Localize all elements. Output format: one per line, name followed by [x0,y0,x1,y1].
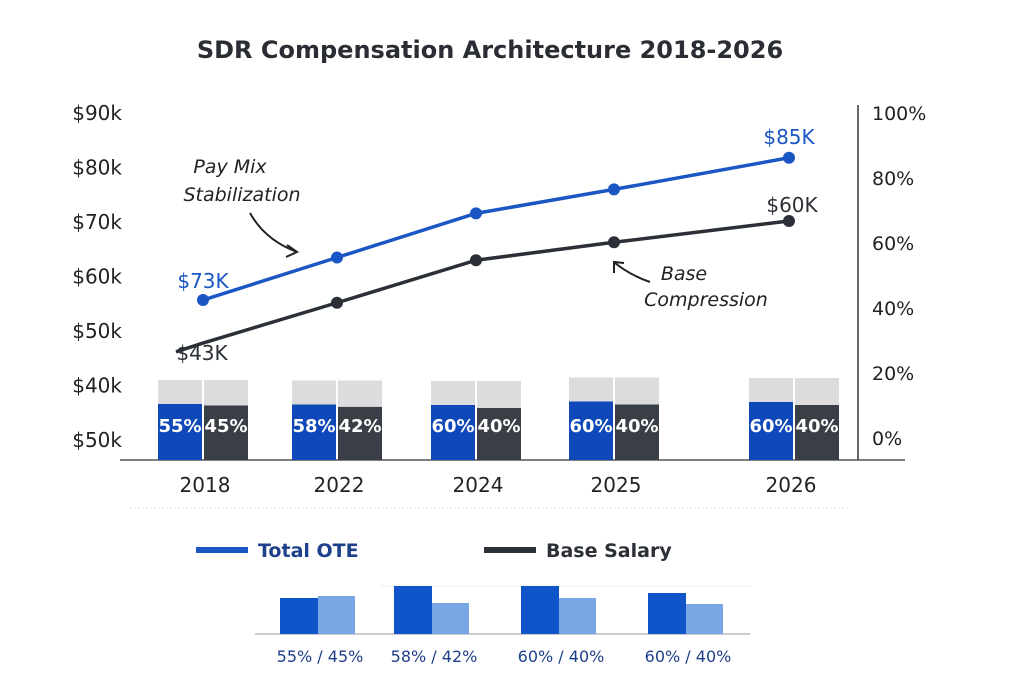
left-tick-label: $60k [72,265,122,289]
annotation-pay-mix-2: Stabilization [183,184,300,206]
data-point [783,215,795,227]
bar-base-share [338,406,382,460]
right-tick-label: 80% [872,168,914,190]
chart-title: SDR Compensation Architecture 2018-2026 [197,36,783,64]
data-point [197,294,209,307]
annotation-base-2: Compression [644,289,768,311]
annotation-arrowhead [613,260,625,273]
bar-base-share [204,405,248,460]
line-base-salary [175,219,790,354]
label-ote-end: $85K [763,125,815,149]
data-point [331,251,343,264]
bar-variable-share [431,405,475,460]
right-tick-label: 60% [872,233,914,255]
legend-swatch-base [484,547,536,553]
left-tick-label: $70k [72,210,122,234]
bar-value-label: 55% [158,416,201,437]
label-base-end: $60K [766,193,818,217]
right-tick-label: 100% [872,103,926,125]
left-tick-label: $50k [72,428,122,452]
x-tick-label: 2025 [591,473,642,497]
mini-bar-variable [394,586,432,634]
mini-bar-variable [280,598,318,634]
x-tick-label: 2022 [314,473,365,497]
annotation-arrow [614,262,651,283]
label-ote-start: $73K [177,269,229,293]
mini-bar-base [432,603,469,634]
legend: Total OTE Base Salary [196,540,672,562]
bar-variable-share [749,402,793,460]
mini-bar-base [318,596,355,634]
annotation-arrow [249,212,298,253]
mini-bar-variable [648,593,686,634]
mini-bar-label: 55% / 45% [277,647,364,666]
bar-base-share [477,408,521,460]
legend-label-ote: Total OTE [258,540,359,562]
data-point [783,151,795,164]
left-tick-label: $90k [72,101,122,125]
mini-bar-base [559,598,596,634]
right-tick-label: 0% [872,428,902,450]
mini-bar-label: 58% / 42% [391,647,478,666]
right-tick-label: 40% [872,298,914,320]
bar-value-label: 60% [431,416,474,437]
bar-variable-share [158,404,202,460]
bar-value-label: 60% [569,416,612,437]
mini-bar-label: 60% / 40% [518,647,605,666]
label-base-start: $43K [176,341,228,365]
bar-variable-share [292,404,336,460]
right-tick-label: 20% [872,363,914,385]
bar-base-share [615,404,659,460]
bar-value-label: 60% [749,416,792,437]
data-point [608,236,620,249]
annotation-pay-mix-1: Pay Mix [193,156,267,178]
left-tick-label: $40k [72,374,122,398]
data-point [331,296,343,309]
mini-bar-label: 60% / 40% [645,647,732,666]
x-tick-label: 2024 [453,473,504,497]
annotation-arrowhead [285,244,300,258]
x-tick-label: 2026 [766,473,817,497]
left-tick-label: $50k [72,319,122,343]
legend-label-base: Base Salary [546,540,672,562]
x-tick-label: 2018 [180,473,231,497]
bar-value-label: 40% [795,416,838,437]
mini-bar-variable [521,586,559,634]
data-point [470,207,482,220]
bar-value-label: 40% [477,416,520,437]
legend-swatch-ote [196,547,248,553]
mini-bar-base [686,604,723,634]
data-point [470,254,482,267]
bar-value-label: 45% [204,416,247,437]
annotation-base-1: Base [661,263,707,285]
bar-variable-share [569,401,613,460]
bar-value-label: 58% [292,416,335,437]
bar-base-share [795,405,839,460]
bar-value-label: 40% [615,416,658,437]
bar-value-label: 42% [338,416,381,437]
data-point [608,183,620,196]
left-tick-label: $80k [72,156,122,180]
